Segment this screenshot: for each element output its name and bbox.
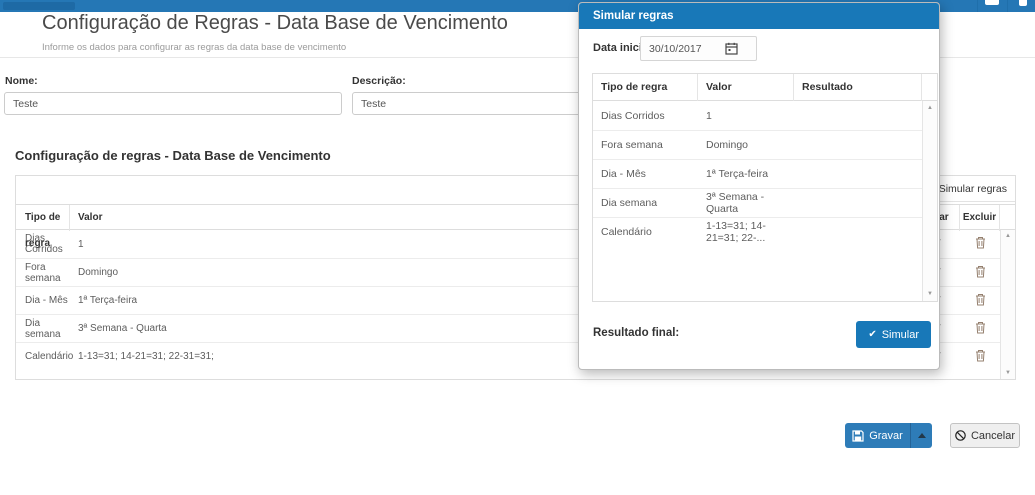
simulate-button[interactable]: ✔ Simular (856, 321, 931, 348)
col-tipo-de-regra: Tipo de regra (16, 205, 70, 249)
cell-tipo: Dias Corridos (601, 109, 665, 122)
simulation-table-body: Dias Corridos 1 Fora semana Domingo Dia … (593, 101, 922, 246)
scroll-down-icon[interactable]: ▼ (1005, 370, 1011, 376)
cell-tipo: Dias Corridos (25, 233, 63, 255)
save-button[interactable]: Gravar (845, 423, 910, 448)
calendar-icon[interactable] (725, 42, 738, 55)
delete-button[interactable] (975, 293, 986, 306)
col-scroll-spacer (1000, 205, 1015, 231)
simulate-rules-modal: Simular regras Data inicial : Tipo de re… (578, 2, 940, 370)
simulation-table-header: Tipo de regra Valor Resultado (593, 74, 937, 101)
save-split-button[interactable]: Gravar (845, 423, 932, 448)
trash-icon (975, 293, 986, 306)
date-picker[interactable] (640, 36, 757, 61)
page-title: Configuração de Regras - Data Base de Ve… (42, 12, 508, 34)
navbar-separator (977, 0, 978, 12)
navbar-logo (3, 2, 75, 10)
nome-label: Nome: (5, 75, 38, 87)
cancel-button[interactable]: Cancelar (950, 423, 1020, 448)
trash-icon (975, 265, 986, 278)
descricao-label: Descrição: (352, 75, 406, 87)
modal-title: Simular regras (579, 3, 939, 29)
scroll-up-icon[interactable]: ▲ (1005, 233, 1011, 239)
trash-icon (975, 321, 986, 334)
cell-tipo: Calendário (601, 226, 652, 238)
save-label: Gravar (869, 429, 903, 442)
navbar-user-icon[interactable] (985, 0, 999, 5)
simulation-table: Tipo de regra Valor Resultado Dias Corri… (592, 73, 938, 302)
cell-tipo: Dia semana (25, 317, 61, 340)
rules-table-body: Dias Corridos 1 (16, 230, 1000, 370)
simulate-label: Simular (881, 328, 919, 341)
save-icon (852, 429, 864, 442)
navbar-separator (1007, 0, 1008, 12)
caret-up-icon (917, 433, 926, 438)
cell-valor: Domingo (78, 267, 119, 278)
cell-tipo: Fora semana (25, 261, 61, 284)
modal-body: Data inicial : Tipo de regra Valor Resul… (579, 29, 939, 369)
cell-valor: 3ª Semana - Quarta (78, 323, 167, 334)
navbar-menu-icon[interactable] (1019, 0, 1027, 6)
cell-tipo: Calendário (25, 351, 74, 362)
simulation-table-scrollbar[interactable]: ▲ ▼ (922, 101, 937, 301)
cell-valor: 1ª Terça-feira (706, 168, 769, 180)
cell-valor: Domingo (706, 139, 749, 151)
date-input[interactable] (641, 42, 725, 55)
col-valor: Valor (698, 74, 794, 101)
trash-icon (975, 236, 986, 249)
cell-valor: 1-13=31; 14-21=31; 22-31=31; (78, 351, 214, 362)
col-resultado: Resultado (794, 74, 922, 101)
col-scroll-spacer (922, 74, 937, 101)
page-subtitle: Informe os dados para configurar as regr… (42, 42, 347, 53)
rules-table-scrollbar[interactable]: ▲ ▼ (1000, 230, 1015, 379)
cancel-label: Cancelar (970, 429, 1016, 442)
table-row: Fora semana Domingo (593, 130, 922, 159)
delete-button[interactable] (975, 236, 986, 249)
result-final-label: Resultado final: (593, 327, 680, 339)
delete-button[interactable] (975, 321, 986, 334)
cell-tipo: Fora semana (601, 139, 663, 151)
delete-button[interactable] (975, 265, 986, 278)
simulate-rules-label: Simular regras (938, 182, 1007, 195)
col-excluir: Excluir (960, 205, 1000, 231)
cell-valor: 3ª Semana - Quarta (706, 191, 765, 215)
cell-valor: 1 (78, 238, 84, 250)
delete-button[interactable] (975, 349, 986, 362)
cell-valor: 1 (706, 109, 712, 122)
cell-valor: 1-13=31; 14-21=31; 22-... (706, 220, 766, 244)
table-row: Dia semana 3ª Semana - Quarta (593, 188, 922, 217)
header-divider (0, 57, 1035, 58)
table-row: Dia - Mês 1ª Terça-feira (593, 159, 922, 188)
table-row: Calendário 1-13=31; 14-21=31; 22-... (593, 217, 922, 246)
rules-section-heading: Configuração de regras - Data Base de Ve… (15, 148, 331, 163)
col-tipo-de-regra: Tipo de regra (593, 74, 698, 101)
cell-tipo: Dia - Mês (25, 295, 68, 306)
cell-valor: 1ª Terça-feira (78, 295, 138, 306)
cancel-icon (955, 430, 966, 441)
cell-tipo: Dia - Mês (601, 168, 646, 180)
check-icon: ✔ (868, 329, 877, 340)
table-row: Dias Corridos 1 (593, 101, 922, 130)
trash-icon (975, 349, 986, 362)
scroll-down-icon[interactable]: ▼ (927, 291, 933, 297)
scroll-up-icon[interactable]: ▲ (927, 105, 933, 111)
cell-tipo: Dia semana (601, 197, 658, 209)
nome-field[interactable] (4, 92, 342, 115)
save-dropdown-toggle[interactable] (910, 423, 932, 448)
